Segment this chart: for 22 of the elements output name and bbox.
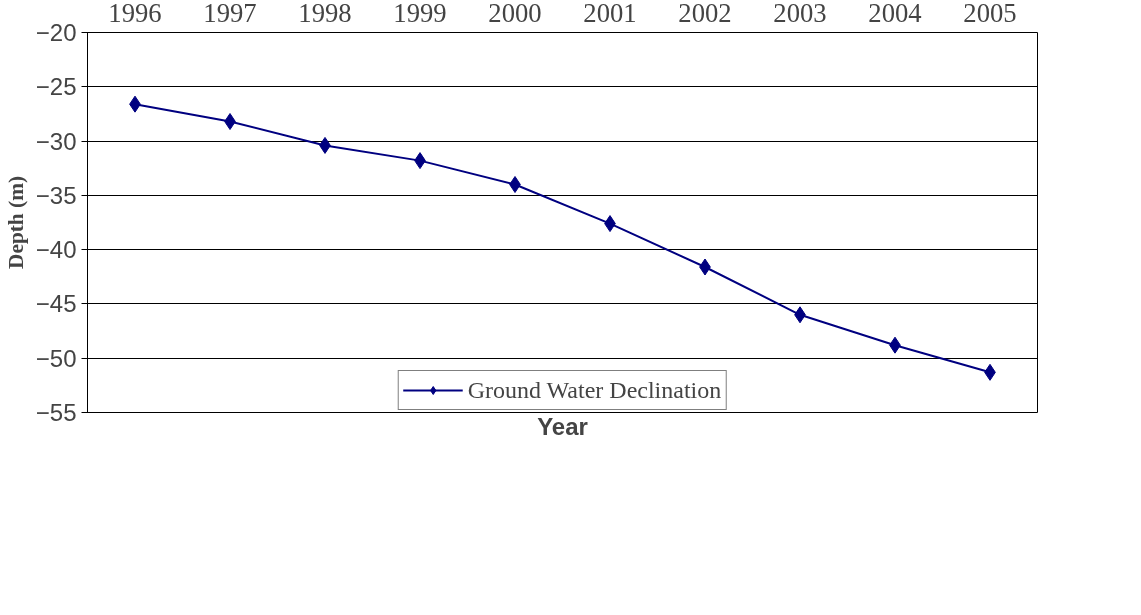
legend-label: Ground Water Declination — [467, 375, 722, 405]
x-tick-label: 2000 — [488, 0, 542, 28]
point — [509, 176, 521, 193]
y-tick-label: −40 — [35, 236, 77, 264]
y-tick-label: −35 — [35, 181, 77, 209]
x-tick-label: 1998 — [298, 0, 352, 28]
y-tick-label: −30 — [35, 127, 77, 155]
x-tick-label: 2004 — [868, 0, 922, 28]
y-tick-label: −55 — [35, 399, 77, 426]
x-tick-label: 2002 — [678, 0, 732, 28]
y-tick-label: −50 — [35, 344, 77, 372]
y-axis-title: Depth (m) — [3, 176, 28, 269]
x-tick-label: 2003 — [773, 0, 827, 28]
y-tick-label: −25 — [35, 73, 77, 101]
x-tick-label: 2001 — [583, 0, 637, 28]
x-tick-label: 2005 — [963, 0, 1017, 28]
x-axis-title: Year — [537, 412, 588, 440]
x-tick-label: 1996 — [108, 0, 162, 28]
y-tick-label: −45 — [35, 290, 77, 318]
y-tick-label: −20 — [35, 19, 77, 46]
x-tick-label: 1997 — [203, 0, 257, 28]
x-tick-label: 1999 — [393, 0, 447, 28]
